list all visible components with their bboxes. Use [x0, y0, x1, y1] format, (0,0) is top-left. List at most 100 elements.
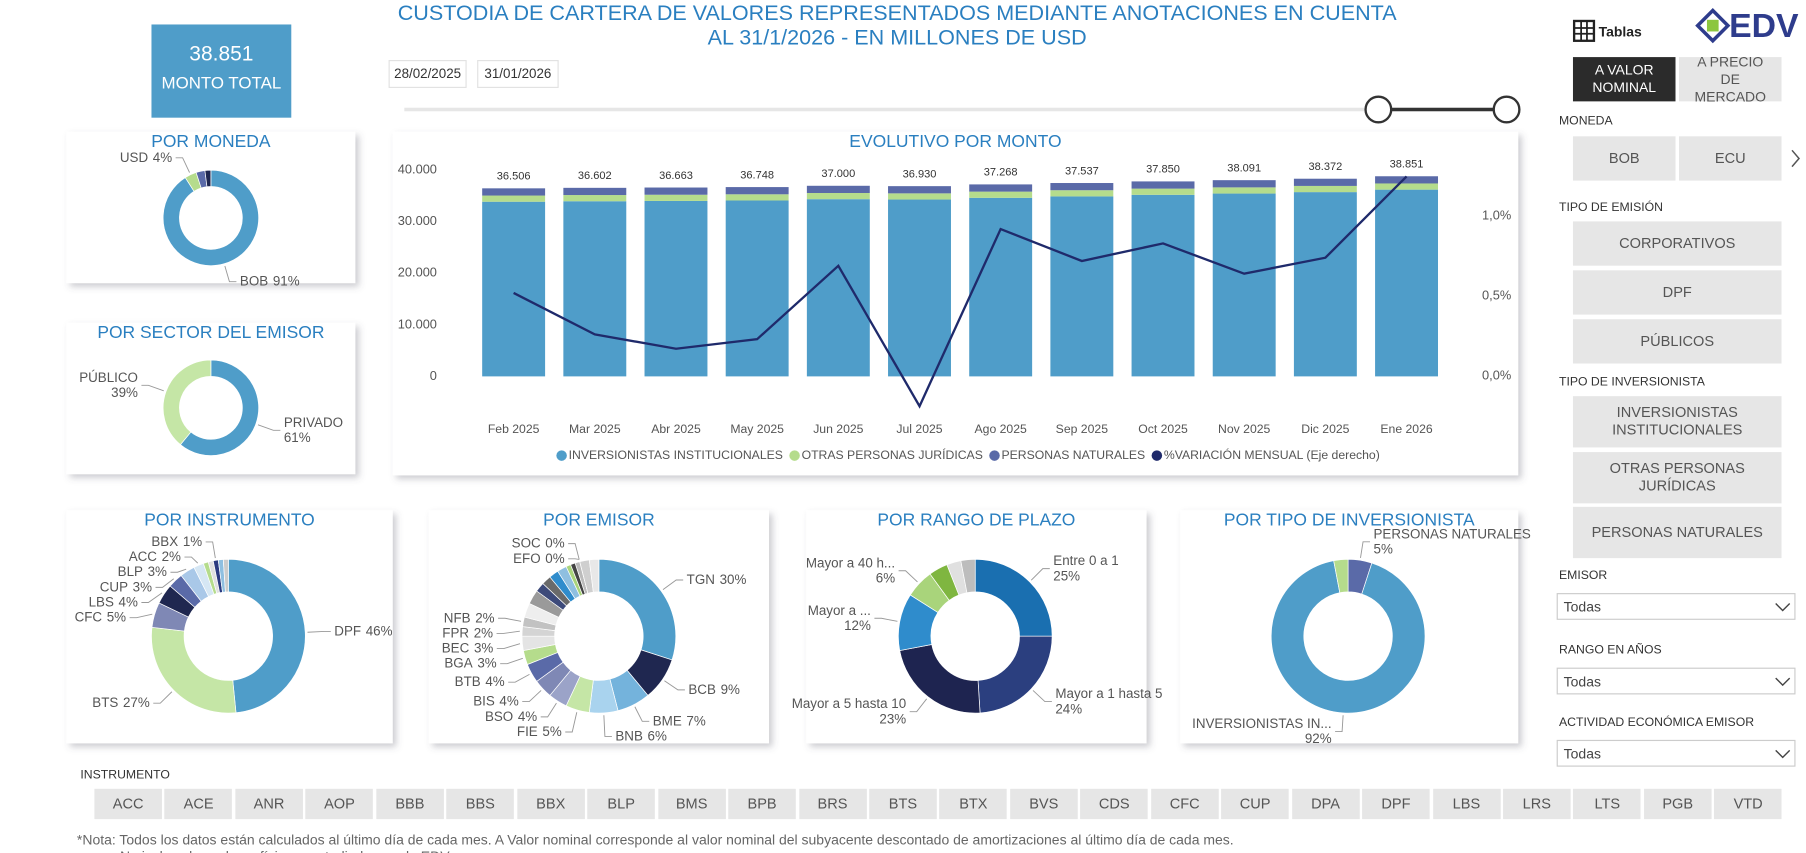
instrument-button[interactable]: LBS	[1432, 788, 1501, 820]
instrument-button[interactable]: LRS	[1503, 788, 1571, 820]
instrument-button[interactable]: ANR	[235, 788, 303, 820]
toggle-button[interactable]: A PRECIO DE MERCADO	[1678, 53, 1782, 104]
filter-button[interactable]: DPF	[1572, 270, 1782, 315]
slice-value-label: 1%	[183, 533, 202, 548]
instrument-button[interactable]: CUP	[1221, 788, 1289, 820]
dropdown[interactable]: Todas	[1556, 739, 1796, 767]
leader-line	[508, 673, 530, 683]
instrument-button[interactable]: BBX	[516, 788, 585, 820]
slice-value-label: 9%	[721, 681, 740, 696]
instrument-button[interactable]: BLP	[587, 788, 655, 820]
donut-slice	[179, 359, 260, 456]
leader-line	[1032, 690, 1052, 703]
scroll-arrow[interactable]	[1791, 149, 1801, 168]
bar-segment	[969, 191, 1033, 198]
bar-segment	[725, 194, 789, 201]
slider-handle[interactable]	[1492, 95, 1521, 124]
instrument-button[interactable]: BBB	[376, 788, 444, 820]
instrument-button[interactable]: LTS	[1573, 788, 1642, 820]
filter-button[interactable]: BOB	[1572, 136, 1676, 181]
slice-value-label: 4%	[499, 693, 518, 708]
instrument-button[interactable]: VTD	[1714, 788, 1782, 820]
total-label: 38.851	[1390, 159, 1424, 171]
slice-value-label: 4%	[518, 708, 537, 723]
instrument-button[interactable]: DPF	[1362, 788, 1430, 820]
filter-button[interactable]: CORPORATIVOS	[1572, 221, 1782, 266]
instrument-button[interactable]: ACC	[94, 788, 162, 820]
y2-tick-label: 0,0%	[1482, 367, 1511, 382]
date-value: 31/01/2026	[484, 66, 551, 81]
x-tick-label: Feb 2025	[488, 422, 540, 436]
leader-line	[664, 680, 685, 691]
slice-label: PÚBLICO	[79, 370, 138, 385]
instrument-button[interactable]: CFC	[1150, 788, 1219, 820]
slice-label: BBX 1%	[151, 533, 202, 548]
leader-line	[141, 592, 163, 603]
slice-label: BGA 3%	[444, 655, 496, 670]
bar-segment	[1050, 183, 1114, 191]
slice-label: Mayor a ...	[808, 603, 871, 618]
instrument-button[interactable]: BVS	[1010, 788, 1078, 820]
slice-label: BLP 3%	[118, 564, 167, 579]
filter-button[interactable]: INVERSIONISTAS INSTITUCIONALES	[1572, 396, 1782, 448]
filter-button[interactable]: PÚBLICOS	[1572, 319, 1782, 364]
logo-mark	[1695, 8, 1731, 44]
slice-category: TGN	[687, 572, 715, 587]
leader-line	[634, 706, 650, 722]
instrument-button[interactable]: BPB	[728, 788, 796, 820]
filter-label: TIPO DE EMISIÓN	[1558, 200, 1663, 215]
legend-label: %VARIACIÓN MENSUAL (Eje derecho)	[1164, 447, 1380, 462]
bar-segment	[806, 199, 870, 377]
leader-line	[565, 712, 578, 733]
bar-segment	[563, 187, 627, 196]
x-tick-label: Oct 2025	[1138, 422, 1188, 436]
filter-button[interactable]: ECU	[1678, 136, 1782, 181]
x-tick-label: Nov 2025	[1218, 422, 1271, 436]
leader-line	[170, 568, 187, 573]
toggle-button[interactable]: A VALOR NOMINAL	[1572, 57, 1676, 102]
slice-label: FIE 5%	[517, 724, 562, 739]
instrument-button[interactable]: PGB	[1643, 788, 1712, 820]
slice-label: LBS 4%	[89, 594, 138, 609]
instrument-button[interactable]: BBS	[446, 788, 515, 820]
slice-label: Mayor a 5 hasta 10	[792, 696, 907, 711]
slice-value-label: 91%	[273, 273, 300, 288]
bar-segment	[644, 187, 708, 195]
instrument-button[interactable]: BTS	[869, 788, 937, 820]
filter-button[interactable]: PERSONAS NATURALES	[1572, 506, 1782, 559]
instrument-button[interactable]: AOP	[305, 788, 374, 820]
chart-title: POR SECTOR DEL EMISOR	[97, 322, 324, 342]
instrument-button[interactable]: BRS	[798, 788, 867, 820]
bar-segment	[888, 193, 951, 200]
leader-line	[568, 558, 580, 560]
filter-label: TIPO DE INVERSIONISTA	[1558, 375, 1705, 390]
instrument-button[interactable]: CDS	[1080, 788, 1149, 820]
instrument-button[interactable]: BTX	[939, 788, 1008, 820]
bar-segment	[1131, 181, 1195, 189]
bar-segment	[1293, 178, 1357, 186]
slice-category: BNB	[615, 728, 643, 743]
filter-button[interactable]: OTRAS PERSONAS JURÍDICAS	[1572, 451, 1782, 503]
dropdown-chevron	[1775, 677, 1791, 687]
instrument-button[interactable]: ACE	[164, 788, 233, 820]
dropdown[interactable]: Todas	[1556, 667, 1796, 695]
slice-value-label: 3%	[477, 655, 496, 670]
total-label: 36.506	[497, 171, 531, 183]
filter-label: MONEDA	[1558, 114, 1613, 129]
slider-handle[interactable]	[1364, 95, 1393, 124]
instrument-button[interactable]: DPA	[1291, 788, 1360, 820]
slice-category: NFB	[444, 610, 471, 625]
slice-label: BME 7%	[653, 713, 706, 728]
slice-value-label: 4%	[153, 149, 172, 164]
tables-button[interactable]: Tablas	[1599, 23, 1642, 39]
bar-segment	[1375, 176, 1439, 184]
leader-line	[307, 630, 331, 633]
slice-category: CUP	[100, 579, 128, 594]
dropdown[interactable]: Todas	[1556, 593, 1796, 620]
bar-segment	[644, 194, 708, 201]
slice-value-label: 0%	[545, 535, 564, 550]
instrument-button[interactable]: BMS	[657, 788, 726, 820]
x-tick-label: Mar 2025	[569, 422, 621, 436]
